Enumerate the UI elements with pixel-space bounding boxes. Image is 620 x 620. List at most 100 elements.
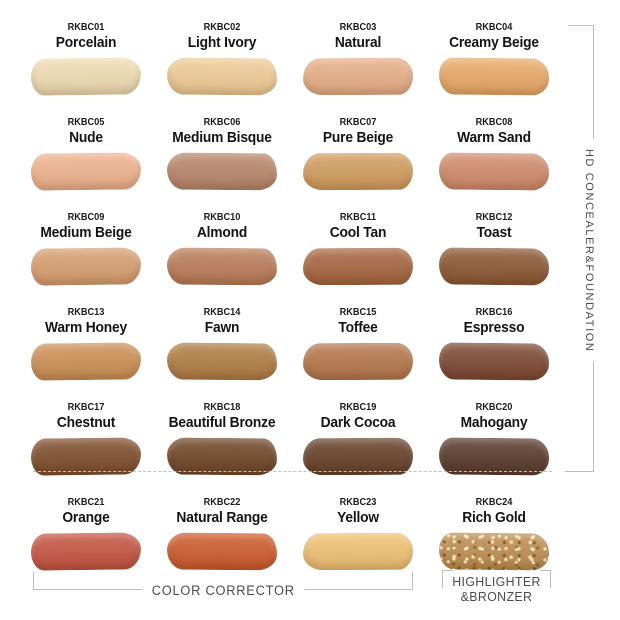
shade-name: Toffee <box>338 319 378 336</box>
swatch-cell: RKBC23 Yellow <box>290 489 426 584</box>
shade-swatch <box>166 152 278 191</box>
shade-code: RKBC03 <box>339 22 377 33</box>
color-corrector-bracket-left-tick <box>33 572 34 590</box>
shade-name: Beautiful Bronze <box>168 414 276 431</box>
shade-name: Pure Beige <box>322 129 394 146</box>
shade-name: Mahogany <box>460 414 528 431</box>
highlighter-bracket-left-horizontal <box>442 570 453 571</box>
shade-code: RKBC07 <box>339 117 377 128</box>
shade-code: RKBC17 <box>67 402 105 413</box>
right-bracket-bottom-tick <box>565 471 593 472</box>
shade-swatch <box>438 532 550 571</box>
shade-swatch <box>30 342 142 381</box>
shade-code: RKBC13 <box>67 307 105 318</box>
shade-name: Warm Honey <box>44 319 127 336</box>
shade-swatch <box>302 532 414 571</box>
shade-swatch <box>166 437 278 476</box>
group-label-hd-concealer-foundation: HD CONCEALER&FOUNDATION <box>583 149 595 353</box>
shade-name: Nude <box>69 129 103 146</box>
right-bracket-top-tick <box>568 25 593 26</box>
swatch-cell: RKBC13 Warm Honey <box>18 299 154 394</box>
shade-code: RKBC08 <box>475 117 513 128</box>
shade-code: RKBC04 <box>475 22 513 33</box>
shade-code: RKBC18 <box>203 402 241 413</box>
shade-swatch <box>30 152 142 191</box>
shade-name: Cool Tan <box>329 224 387 241</box>
shade-swatch <box>166 532 278 571</box>
shade-name: Medium Beige <box>40 224 132 241</box>
swatch-cell: RKBC06 Medium Bisque <box>154 109 290 204</box>
shade-swatch <box>30 532 142 571</box>
shade-swatch <box>438 247 550 286</box>
swatch-cell: RKBC18 Beautiful Bronze <box>154 394 290 489</box>
shade-swatch <box>302 247 414 286</box>
shade-swatch <box>166 57 278 96</box>
highlighter-bracket-left-vertical <box>442 570 443 588</box>
swatch-cell: RKBC02 Light Ivory <box>154 14 290 109</box>
shade-swatch <box>302 437 414 476</box>
shade-name: Creamy Beige <box>449 34 539 51</box>
shade-code: RKBC02 <box>203 22 241 33</box>
shade-swatch <box>166 247 278 286</box>
shade-name: Natural <box>334 34 382 51</box>
shade-code: RKBC15 <box>339 307 377 318</box>
shade-code: RKBC06 <box>203 117 241 128</box>
shade-code: RKBC05 <box>67 117 105 128</box>
shade-code: RKBC19 <box>339 402 377 413</box>
swatch-cell: RKBC22 Natural Range <box>154 489 290 584</box>
shade-code: RKBC21 <box>67 497 105 508</box>
swatch-cell: RKBC04 Creamy Beige <box>426 14 562 109</box>
shade-swatch <box>30 247 142 286</box>
shade-name: Almond <box>196 224 248 241</box>
shade-code: RKBC20 <box>475 402 513 413</box>
shade-code: RKBC11 <box>339 212 377 223</box>
swatch-cell: RKBC08 Warm Sand <box>426 109 562 204</box>
shade-name: Light Ivory <box>187 34 257 51</box>
shade-code: RKBC14 <box>203 307 241 318</box>
shade-swatch <box>438 437 550 476</box>
shade-grid: RKBC01 Porcelain RKBC02 Light Ivory RKBC03… <box>18 14 562 584</box>
shade-swatch <box>438 57 550 96</box>
color-corrector-bracket-right-tick <box>412 572 413 590</box>
shade-code: RKBC01 <box>67 22 105 33</box>
swatch-cell: RKBC20 Mahogany <box>426 394 562 489</box>
shade-swatch <box>30 57 142 96</box>
shade-name: Fawn <box>204 319 240 336</box>
shade-swatch <box>30 437 142 476</box>
swatch-cell: RKBC07 Pure Beige <box>290 109 426 204</box>
shade-name: Chestnut <box>56 414 116 431</box>
swatch-cell: RKBC10 Almond <box>154 204 290 299</box>
swatch-cell: RKBC11 Cool Tan <box>290 204 426 299</box>
shade-name: Dark Cocoa <box>320 414 396 431</box>
group-label-color-corrector-wrap: COLOR CORRECTOR <box>33 582 413 600</box>
shade-name: Porcelain <box>55 34 117 51</box>
swatch-cell: RKBC21 Orange <box>18 489 154 584</box>
highlighter-bracket-right-horizontal <box>540 570 551 571</box>
shade-code: RKBC16 <box>475 307 513 318</box>
shade-name: Orange <box>62 509 110 526</box>
dashed-divider <box>33 471 552 472</box>
swatch-cell: RKBC16 Espresso <box>426 299 562 394</box>
shade-swatch <box>438 152 550 191</box>
shade-name: Espresso <box>463 319 525 336</box>
swatch-cell: RKBC24 Rich Gold <box>426 489 562 584</box>
shade-name: Medium Bisque <box>172 129 272 146</box>
shade-name: Yellow <box>337 509 379 526</box>
swatch-cell: RKBC12 Toast <box>426 204 562 299</box>
swatch-cell: RKBC09 Medium Beige <box>18 204 154 299</box>
shade-swatch <box>302 57 414 96</box>
group-label-color-corrector: COLOR CORRECTOR <box>141 583 304 598</box>
swatch-cell: RKBC03 Natural <box>290 14 426 109</box>
shade-swatch <box>166 342 278 381</box>
shade-swatch <box>302 342 414 381</box>
shade-code: RKBC09 <box>67 212 105 223</box>
shade-code: RKBC24 <box>475 497 513 508</box>
group-label-highlighter-line2: &BRONZER <box>460 589 533 604</box>
shade-code: RKBC10 <box>203 212 241 223</box>
shade-name: Warm Sand <box>457 129 531 146</box>
shade-name: Toast <box>476 224 512 241</box>
shade-swatch <box>438 342 550 381</box>
swatch-cell: RKBC05 Nude <box>18 109 154 204</box>
shade-swatch <box>302 152 414 191</box>
group-label-highlighter-bronzer: HIGHLIGHTER &BRONZER <box>441 574 552 604</box>
